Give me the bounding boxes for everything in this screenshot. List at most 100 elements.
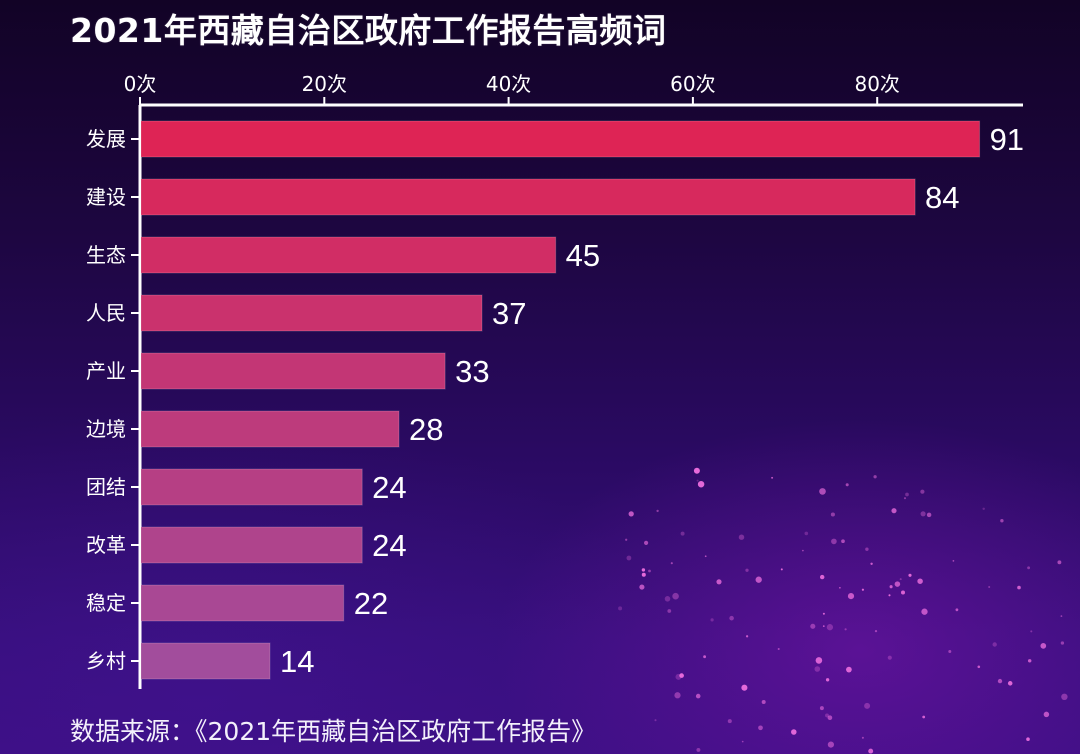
sparkle-dot — [745, 635, 749, 638]
sparkle-dot — [846, 666, 852, 673]
sparkle-dot — [648, 569, 651, 573]
x-tick-label: 0次 — [124, 72, 157, 96]
category-label: 建设 — [86, 185, 126, 209]
sparkle-dot — [703, 655, 707, 659]
value-label: 28 — [409, 412, 443, 447]
sparkle-dot — [755, 576, 762, 583]
sparkle-dot — [656, 509, 659, 513]
sparkle-dot — [839, 586, 841, 589]
sparkle-dot — [827, 741, 835, 748]
sparkle-dot — [861, 736, 864, 739]
sparkle-dot — [710, 618, 714, 622]
sparkle-dot — [997, 678, 1003, 684]
sparkle-dot — [870, 562, 873, 565]
value-label: 37 — [492, 296, 526, 331]
bar-改革 — [140, 526, 363, 564]
sparkle-dot — [861, 588, 865, 591]
sparkle-dot — [626, 555, 632, 561]
category-label: 边境 — [86, 417, 126, 441]
sparkle-dot — [1027, 566, 1031, 570]
sparkle-dot — [704, 555, 707, 558]
source-label: 数据来源： — [70, 717, 196, 746]
sparkle-dot — [641, 572, 646, 577]
sparkle-dot — [644, 540, 649, 545]
sparkle-dot — [845, 483, 849, 487]
value-label: 22 — [354, 586, 388, 621]
sparkle-dot — [1061, 693, 1068, 701]
sparkle-dot — [887, 655, 892, 660]
sparkle-dot — [777, 647, 780, 651]
source-text: 《2021年西藏自治区政府工作报告》 — [195, 717, 597, 746]
sparkle-dot — [1030, 630, 1033, 633]
sparkle-dot — [741, 740, 744, 743]
sparkle-dot — [822, 612, 825, 615]
sparkle-dot — [992, 642, 997, 647]
sparkle-dot — [625, 538, 628, 541]
sparkle-dot — [1043, 711, 1050, 718]
sparkle-dot — [905, 492, 909, 497]
sparkle-dot — [847, 593, 855, 600]
sparkle-dot — [791, 729, 797, 735]
bar-乡村 — [140, 642, 271, 680]
value-label: 24 — [372, 528, 406, 563]
sparkle-dot — [628, 511, 634, 517]
sparkle-dot — [680, 531, 685, 536]
sparkle-dot — [908, 573, 912, 577]
bar-生态 — [140, 236, 557, 274]
sparkle-dot — [917, 578, 923, 584]
value-label: 24 — [372, 470, 406, 505]
sparkle-dot — [814, 666, 821, 672]
category-label: 人民 — [86, 301, 126, 325]
sparkle-dot — [955, 608, 959, 612]
sparkle-dot — [741, 684, 748, 691]
value-label: 33 — [455, 354, 489, 389]
sparkle-dot — [894, 581, 901, 587]
value-label: 84 — [925, 180, 959, 215]
x-tick-label: 60次 — [670, 72, 715, 96]
sparkle-dot — [819, 488, 826, 495]
bar-稳定 — [140, 584, 345, 622]
bar-边境 — [140, 410, 400, 448]
sparkle-dot — [977, 665, 981, 669]
sparkle-dot — [1007, 681, 1013, 686]
sparkle-dot — [1027, 659, 1032, 663]
bars-group: 发展 91 建设 84 生态 45 人民 37 产业 33 边境 28 团结 24 改革 24 稳定 22 乡村 14 — [86, 120, 1024, 680]
sparkle-dot — [696, 747, 701, 752]
category-label: 产业 — [86, 359, 126, 383]
sparkle-dot — [641, 568, 646, 572]
data-source: 数据来源：《2021年西藏自治区政府工作报告》 — [70, 712, 596, 748]
sparkle-dot — [679, 673, 684, 678]
sparkle-dot — [693, 467, 700, 474]
sparkle-dot — [820, 574, 825, 580]
sparkle-dot — [716, 579, 722, 585]
x-tick-label: 80次 — [854, 72, 899, 96]
x-axis: 0次 20次 40次 60次 80次 — [124, 72, 1023, 689]
sparkle-dot — [819, 706, 824, 711]
sparkle-dot — [697, 480, 705, 488]
sparkle-dot — [920, 511, 926, 517]
sparkle-dot — [903, 497, 907, 500]
sparkle-dot — [952, 560, 955, 562]
sparkle-dot — [804, 531, 809, 536]
chart-title: 2021年西藏自治区政府工作报告高频词 — [70, 11, 667, 50]
sparkle-dot — [827, 715, 833, 721]
sparkle-dot — [831, 538, 837, 545]
sparkle-dot — [841, 539, 845, 544]
sparkle-dot — [868, 748, 874, 754]
sparkle-dot — [639, 584, 645, 590]
sparkle-dot — [826, 624, 834, 631]
sparkle-dot — [899, 578, 902, 581]
category-label: 生态 — [86, 243, 126, 267]
sparkle-dot — [1060, 641, 1065, 645]
sparkle-dot — [825, 678, 830, 682]
sparkle-dot — [802, 549, 804, 552]
bar-发展 — [140, 120, 981, 158]
bar-团结 — [140, 468, 363, 506]
category-label: 改革 — [86, 533, 126, 557]
sparkle-dot — [864, 702, 871, 709]
category-label: 发展 — [86, 127, 126, 151]
sparkle-dot — [664, 596, 671, 602]
sparkle-dot — [761, 700, 766, 704]
sparkle-dot — [674, 692, 681, 699]
